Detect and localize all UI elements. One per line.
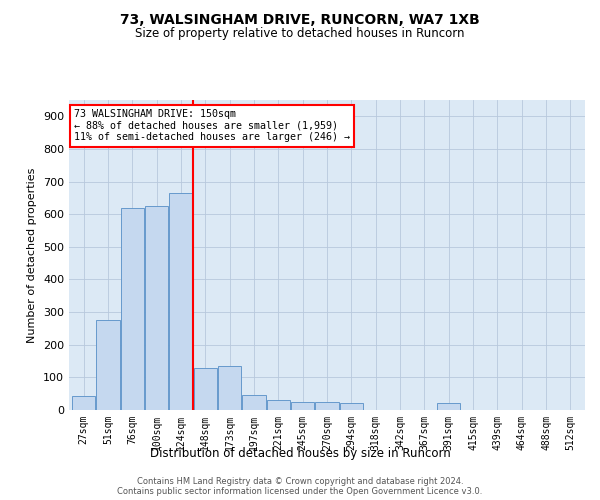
Bar [340, 404, 363, 410]
Text: 73, WALSINGHAM DRIVE, RUNCORN, WA7 1XB: 73, WALSINGHAM DRIVE, RUNCORN, WA7 1XB [120, 12, 480, 26]
Bar [169, 193, 193, 410]
Bar [194, 368, 217, 410]
Bar [291, 402, 314, 410]
Bar [316, 402, 338, 410]
Bar [242, 396, 266, 410]
Text: Contains HM Land Registry data © Crown copyright and database right 2024.: Contains HM Land Registry data © Crown c… [137, 478, 463, 486]
Text: 73 WALSINGHAM DRIVE: 150sqm
← 88% of detached houses are smaller (1,959)
11% of : 73 WALSINGHAM DRIVE: 150sqm ← 88% of det… [74, 110, 350, 142]
Y-axis label: Number of detached properties: Number of detached properties [28, 168, 37, 342]
Bar [218, 366, 241, 410]
Text: Size of property relative to detached houses in Runcorn: Size of property relative to detached ho… [135, 28, 465, 40]
Text: Distribution of detached houses by size in Runcorn: Distribution of detached houses by size … [149, 448, 451, 460]
Bar [145, 206, 168, 410]
Bar [437, 404, 460, 410]
Bar [267, 400, 290, 410]
Bar [121, 208, 144, 410]
Text: Contains public sector information licensed under the Open Government Licence v3: Contains public sector information licen… [118, 488, 482, 496]
Bar [72, 396, 95, 410]
Bar [97, 320, 119, 410]
